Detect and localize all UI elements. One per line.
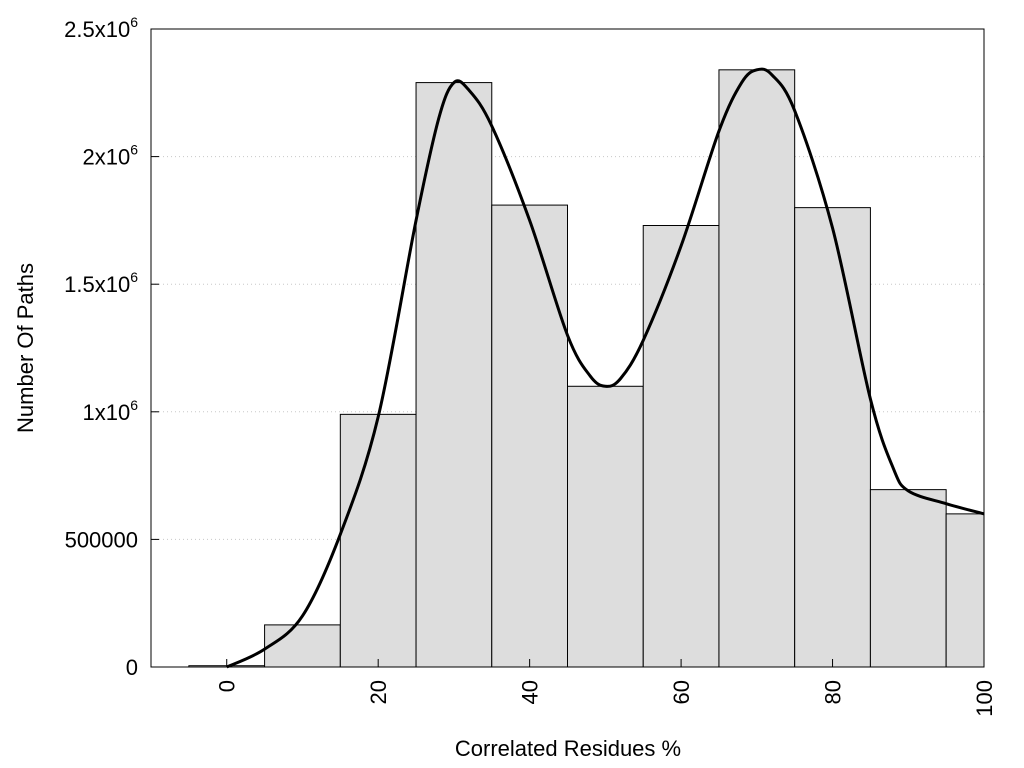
- bar: [491, 204, 569, 668]
- bar: [642, 225, 720, 668]
- bar: [415, 82, 493, 668]
- y-tick-label: 500000: [65, 527, 138, 552]
- y-tick-label: 0: [126, 655, 138, 680]
- y-tick-label: 1.5x106: [64, 269, 138, 297]
- bar: [339, 413, 417, 668]
- x-axis-label: Correlated Residues %: [455, 736, 681, 761]
- y-tick-label: 1x106: [82, 397, 138, 425]
- bar: [869, 489, 947, 668]
- x-tick-label: 60: [669, 680, 694, 704]
- y-axis-label: Number Of Paths: [13, 263, 38, 433]
- plot-frame: [150, 28, 985, 668]
- x-axis-ticks: 0 20 40 60 80 100: [215, 659, 997, 717]
- x-tick-label: 100: [972, 680, 997, 717]
- x-tick-label: 0: [215, 680, 240, 692]
- bar: [794, 207, 871, 668]
- y-tick-label: 2.5x106: [64, 14, 138, 42]
- bar: [567, 385, 644, 668]
- x-tick-label: 20: [366, 680, 391, 704]
- bar: [264, 624, 341, 668]
- bar: [718, 69, 796, 668]
- bars: [188, 69, 985, 668]
- x-tick-label: 80: [821, 680, 846, 704]
- y-axis-ticks: 0 500000 1x106 1.5x106 2x106 2.5x106: [64, 14, 159, 680]
- density-curve: [226, 67, 985, 669]
- x-tick-label: 40: [518, 680, 543, 704]
- bar: [945, 513, 985, 668]
- y-tick-label: 2x106: [82, 142, 138, 170]
